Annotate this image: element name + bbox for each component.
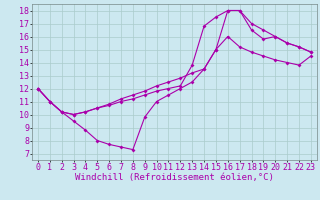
X-axis label: Windchill (Refroidissement éolien,°C): Windchill (Refroidissement éolien,°C)	[75, 173, 274, 182]
